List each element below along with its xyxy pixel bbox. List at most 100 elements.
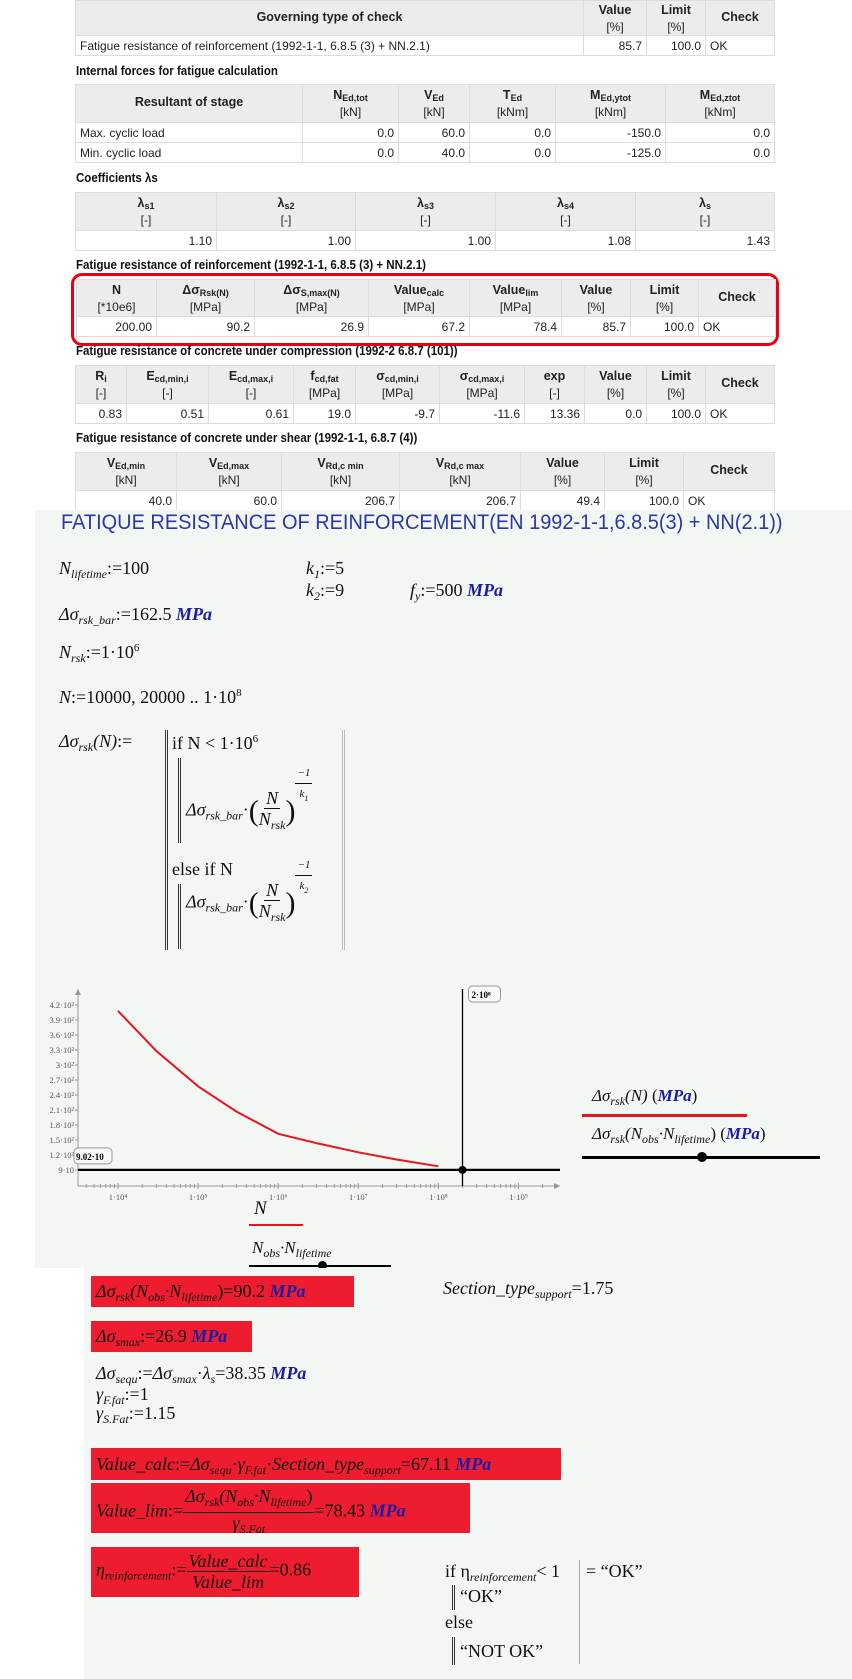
table-row: Fatigue resistance of reinforcement (199… [75,35,775,56]
k2-def[interactable]: k2:=9 [306,580,345,603]
legend-swatch-curve [582,1114,747,1117]
internal-forces-heading: Internal forces for fatigue calculation [76,64,278,78]
ds-sequ-def[interactable]: Δσsequ:=Δσsmax·λs=38.35 MPa [96,1363,307,1386]
table-cell: -9.7 [355,403,440,424]
reinforcement-heading: Fatigue resistance of reinforcement (199… [76,258,426,272]
table-cell: 1.00 [355,230,496,251]
branch-bar [452,1585,455,1610]
gamma-s-def[interactable]: γS.Fat:=1.15 [96,1403,176,1426]
table-cell: 0.0 [665,142,775,163]
highlight-eta [91,1547,359,1597]
column-header: λs1 [-] [75,192,217,231]
reinforcement-fatigue-table: N [*10e6] ΔσRsk(N) [MPa] ΔσS,max(N) [MPa] Valu… [76,279,776,337]
table-cell: 0.0 [584,403,647,424]
worksheet-title: FATIQUE RESISTANCE OF REINFORCEMENT(EN 1… [61,511,783,534]
branch-expr-1: Δσrsk_bar·(N Nrsk) −1 k1 [186,767,313,835]
x-tick-label: 1·10⁹ [509,1192,528,1202]
column-header: Governing type of check [75,0,584,36]
n-lifetime-def[interactable]: Nlifetime:=100 [59,558,150,581]
column-header: VEd [kN] [398,84,470,123]
y-tick-label: 3.3·10² [49,1045,74,1055]
var: f [410,580,416,600]
table-cell: Fatigue resistance of reinforcement (199… [75,35,584,56]
k1-def[interactable]: k1:=5 [306,558,345,581]
value-calc-def[interactable]: Value_calc:=Δσsequ·γF.fat·Section_typesu… [96,1454,492,1477]
column-header: VEd,min [kN] [75,452,177,491]
evaluation-point [458,1165,467,1174]
header-row: Governing type of check Value [%] Limit [%] C… [75,0,775,36]
highlight-value-calc [91,1448,561,1480]
sn-curve-line [117,1010,439,1168]
table-cell: 78.4 [469,316,562,337]
var: N [59,558,72,578]
y-tick-label: 2.7·10² [49,1075,74,1085]
fatigue-curve-plot[interactable]: 1·10⁴ 1·10⁵ 1·10⁶ 1·10⁷ 1·10⁸ 1·10⁹ 4.2·10² 3.9… [0,0,852,1268]
x-axis-label-1: N [254,1198,267,1219]
value: 5 [335,558,345,578]
eta-def[interactable]: ηreinforcement:= Value_calc Value_lim =0.86 [96,1551,312,1592]
legend-label-point: Δσrsk(Nobs·Nlifetime) (MPa) [592,1124,766,1146]
sub: rsk [78,740,94,754]
y-axis-arrow [75,989,81,995]
var: k [306,580,314,600]
column-header: Value [%] [584,365,647,404]
exp: 6 [133,642,140,654]
column-header: TEd [kNm] [469,84,556,123]
column-header: Value [%] [520,452,605,491]
table-cell: -125.0 [555,142,666,163]
sub: y [415,589,421,603]
value-lim-def[interactable]: Value_lim:= Δσrsk(Nobs·Nlifetime) γS.Fat =7… [96,1486,406,1536]
column-header: Check [705,365,775,404]
table-cell: 1.00 [216,230,356,251]
header-row: VEd,min [kN] VEd,max [kN] VRd,c min [kN] VRd,c… [75,452,775,491]
table-cell: 200.00 [76,316,157,337]
program-bar-right [342,730,345,950]
gamma-f-def[interactable]: γF.fat:=1 [96,1384,149,1407]
sub: 1 [314,567,320,581]
governing-check-table: Governing type of check Value [%] Limit [%] C… [75,0,775,56]
x-marker-box [467,985,501,1003]
column-header: λs2 [-] [216,192,356,231]
y-marker-box [73,1147,113,1165]
table-cell: 0.51 [126,403,209,424]
ds-rsk-bar-def[interactable]: Δσrsk_bar:=162.5 MPa [59,604,212,627]
legend-label-curve: Δσrsk(N) (MPa) [592,1086,698,1108]
n-rsk-def[interactable]: Nrsk:=1·106 [59,642,140,665]
table-cell: 26.9 [254,316,369,337]
sub: lifetime [71,567,108,581]
x-tick-label: 1·10⁶ [269,1192,288,1202]
value: 10000, 20000 .. 1·10 [86,687,237,707]
column-header: λs4 [-] [495,192,636,231]
column-header: VRd,c min [kN] [281,452,400,491]
highlight-ds-obs [91,1276,354,1307]
x-marker-label: 2·10⁸ [471,990,491,1000]
table-cell: 49.4 [520,490,605,511]
section-type-result[interactable]: Section_typesupport=1.75 [443,1278,614,1301]
exp: 8 [236,687,242,699]
y-tick-label: 3.6·10² [49,1030,74,1040]
column-header: λs [-] [635,192,775,231]
value: 9 [335,580,345,600]
column-header: Resultant of stage [75,84,303,123]
concrete-compression-table: Ri [-] Ecd,min,i [-] Ecd,max,i [-] fcd,fat [MPa… [75,365,775,424]
fy-def[interactable]: fy:=500 MPa [410,580,503,603]
column-header: Ri [-] [75,365,127,404]
x-tick-label: 1·10⁵ [189,1192,208,1202]
table-cell: 90.2 [156,316,255,337]
table-row: Max. cyclic load 0.0 60.0 0.0 -150.0 0.0 [75,122,775,143]
table-row: 200.00 90.2 26.9 67.2 78.4 85.7 100.0 OK [76,316,776,337]
table-cell: 60.0 [176,490,282,511]
var: N [59,687,72,707]
table-row: 40.0 60.0 206.7 206.7 49.4 100.0 OK [75,490,775,511]
header-row: Resultant of stage NEd,tot [kN] VEd [kN] TEd[… [75,84,775,123]
x-tick-label: 1·10⁷ [349,1192,368,1202]
program-bar [165,730,168,950]
table-cell: OK [705,35,775,56]
table-cell: Max. cyclic load [75,122,303,143]
ds-obs-result[interactable]: Δσrsk(Nobs·Nlifetime)=90.2 MPa [96,1281,306,1304]
n-range-def[interactable]: N:=10000, 20000 .. 1·108 [59,687,242,707]
table-cell: OK [698,316,776,337]
ds-smax-def[interactable]: Δσsmax:=26.9 MPa [96,1326,228,1349]
legend-marker-dot [697,1152,707,1162]
column-header: λs3 [-] [355,192,496,231]
